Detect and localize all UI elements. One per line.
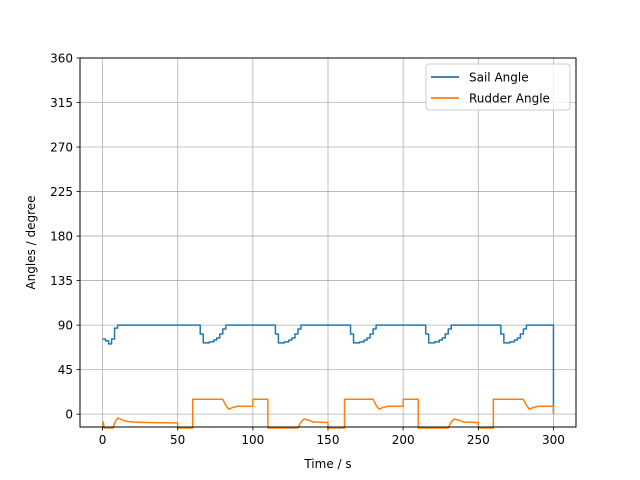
x-tick-label: 300 xyxy=(542,433,565,447)
y-tick-label: 135 xyxy=(50,274,73,288)
y-tick-label: 315 xyxy=(50,96,73,110)
y-tick-label: 90 xyxy=(58,319,73,333)
series-layer xyxy=(101,324,555,429)
x-tick-label: 100 xyxy=(241,433,264,447)
y-tick-label: 45 xyxy=(58,363,73,377)
axis-ticks: 0 50 100 150 200 250 300 0 45 90 135 180 225 270 315 36… xyxy=(50,52,565,448)
x-tick-label: 150 xyxy=(317,433,340,447)
legend-label-rudder-angle: Rudder Angle xyxy=(469,92,550,106)
legend: Sail Angle Rudder Angle xyxy=(425,63,571,111)
y-tick-label: 180 xyxy=(50,230,73,244)
x-tick-label: 250 xyxy=(467,433,490,447)
legend-box xyxy=(425,63,571,111)
y-tick-label: 0 xyxy=(65,408,73,422)
x-tick-label: 200 xyxy=(392,433,415,447)
y-tick-label: 270 xyxy=(50,141,73,155)
y-axis-label: Angles / degree xyxy=(24,195,38,289)
series-line-rudder-angle xyxy=(101,398,555,429)
y-tick-label: 225 xyxy=(50,185,73,199)
x-tick-label: 50 xyxy=(170,433,185,447)
legend-label-sail-angle: Sail Angle xyxy=(469,71,529,85)
series-line-sail-angle xyxy=(102,324,555,414)
y-tick-label: 360 xyxy=(50,52,73,66)
x-axis-label: Time / s xyxy=(303,457,351,471)
x-tick-label: 0 xyxy=(99,433,107,447)
